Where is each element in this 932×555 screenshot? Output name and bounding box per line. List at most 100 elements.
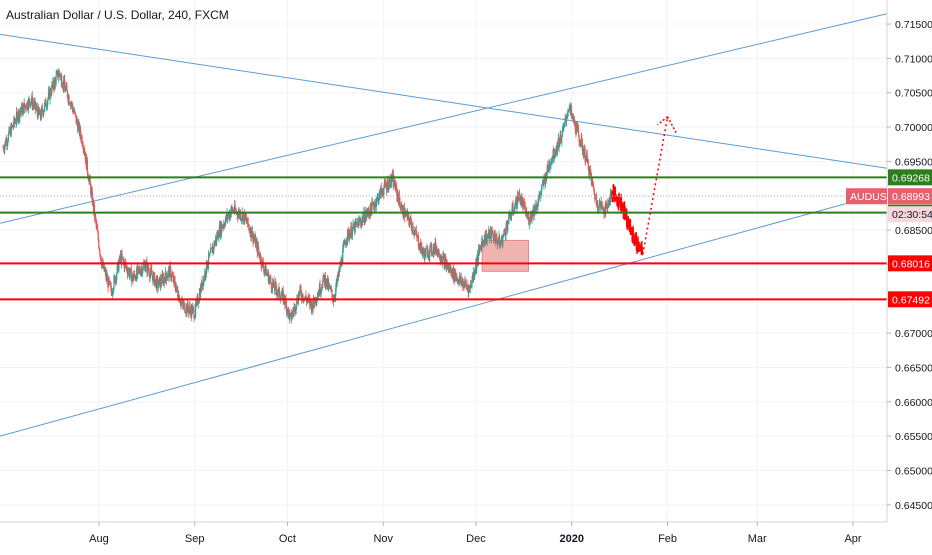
candle-body	[321, 287, 323, 289]
candle-body	[576, 124, 579, 128]
candle-body	[504, 232, 506, 236]
candle-body	[130, 268, 132, 282]
x-tick-label: Oct	[279, 533, 296, 545]
candle-body	[410, 221, 413, 228]
candle-body	[17, 117, 19, 122]
candle-body	[163, 277, 165, 280]
candle-body	[421, 249, 423, 255]
candle-body	[132, 274, 134, 281]
candle-body	[602, 209, 605, 213]
candle-body	[543, 178, 546, 180]
candle-body	[550, 160, 553, 162]
candle-body	[350, 226, 353, 238]
candle-body	[74, 113, 77, 115]
candle-body	[495, 234, 497, 236]
candle-body	[275, 283, 277, 285]
candle-body	[55, 75, 57, 85]
candle-body	[402, 205, 404, 216]
candle-body	[227, 215, 229, 219]
candle-body	[193, 308, 195, 319]
candle-body	[519, 194, 521, 204]
candle-body	[595, 197, 598, 206]
candle-body	[412, 226, 414, 233]
candle-body	[224, 220, 226, 226]
candle-body	[295, 309, 297, 312]
candle-body	[574, 121, 576, 131]
candle-body	[426, 248, 428, 249]
candle-body	[31, 96, 33, 107]
candle-body	[537, 201, 539, 208]
candle-body	[21, 106, 24, 114]
candle-body	[306, 299, 309, 301]
candle-body	[177, 290, 179, 297]
candle-body	[150, 268, 152, 271]
candle-body	[103, 264, 105, 272]
candle-body	[72, 107, 74, 112]
candle-body	[109, 281, 111, 285]
candle-body	[418, 246, 420, 249]
candle-body	[471, 279, 473, 287]
candle-body	[206, 267, 209, 269]
candle-body	[566, 116, 568, 118]
candle-body	[194, 314, 196, 319]
candle-body	[270, 277, 272, 283]
candle-body	[79, 127, 82, 136]
candle-body	[416, 234, 418, 238]
x-tick-label: Apr	[844, 533, 861, 545]
candle-body	[390, 174, 393, 183]
candle-body	[606, 203, 608, 207]
candle-body	[492, 233, 494, 238]
candle-body	[538, 195, 540, 200]
candle-body	[44, 102, 46, 110]
candle-body	[566, 117, 568, 122]
trend-line	[0, 13, 888, 224]
candle-body	[209, 252, 211, 254]
candle-body	[169, 265, 171, 278]
candle-body	[81, 144, 84, 147]
candle-body	[536, 207, 538, 210]
candle-body	[331, 289, 333, 295]
candle-body	[122, 257, 124, 261]
candle-body	[324, 275, 327, 287]
candle-body	[3, 147, 5, 150]
candle-body	[171, 274, 173, 278]
candle-body	[407, 212, 409, 216]
candle-body	[370, 203, 372, 210]
candle-body	[537, 199, 540, 202]
candle-body	[331, 294, 334, 300]
candle-body	[423, 250, 425, 254]
candle-body	[563, 123, 565, 129]
candle-body	[143, 264, 145, 266]
candle-body	[435, 241, 437, 252]
candle-body	[516, 195, 519, 206]
candle-body	[74, 110, 76, 114]
candle-body	[347, 229, 349, 241]
candle-body	[82, 146, 84, 150]
candle-body	[468, 286, 470, 294]
candle-body	[367, 209, 369, 212]
candle-body	[443, 255, 445, 257]
y-tick-label: 0.65500	[895, 431, 932, 443]
candle-body	[175, 288, 177, 292]
candle-body	[97, 230, 99, 233]
candle-body	[626, 211, 628, 225]
candle-body	[113, 276, 115, 289]
candle-body	[64, 79, 66, 87]
candle-body	[290, 313, 292, 320]
candle-body	[498, 236, 501, 247]
candle-body	[129, 268, 131, 274]
candle-body	[163, 277, 165, 284]
candle-body	[347, 229, 349, 231]
candle-body	[305, 295, 307, 299]
candle-body	[270, 282, 272, 289]
candle-body	[605, 203, 607, 215]
candle-body	[197, 297, 199, 305]
candle-body	[77, 124, 79, 132]
candle-body	[543, 178, 545, 186]
candle-body	[304, 297, 306, 299]
candle-body	[57, 71, 59, 78]
candle-body	[245, 217, 248, 222]
candle-body	[389, 179, 391, 187]
